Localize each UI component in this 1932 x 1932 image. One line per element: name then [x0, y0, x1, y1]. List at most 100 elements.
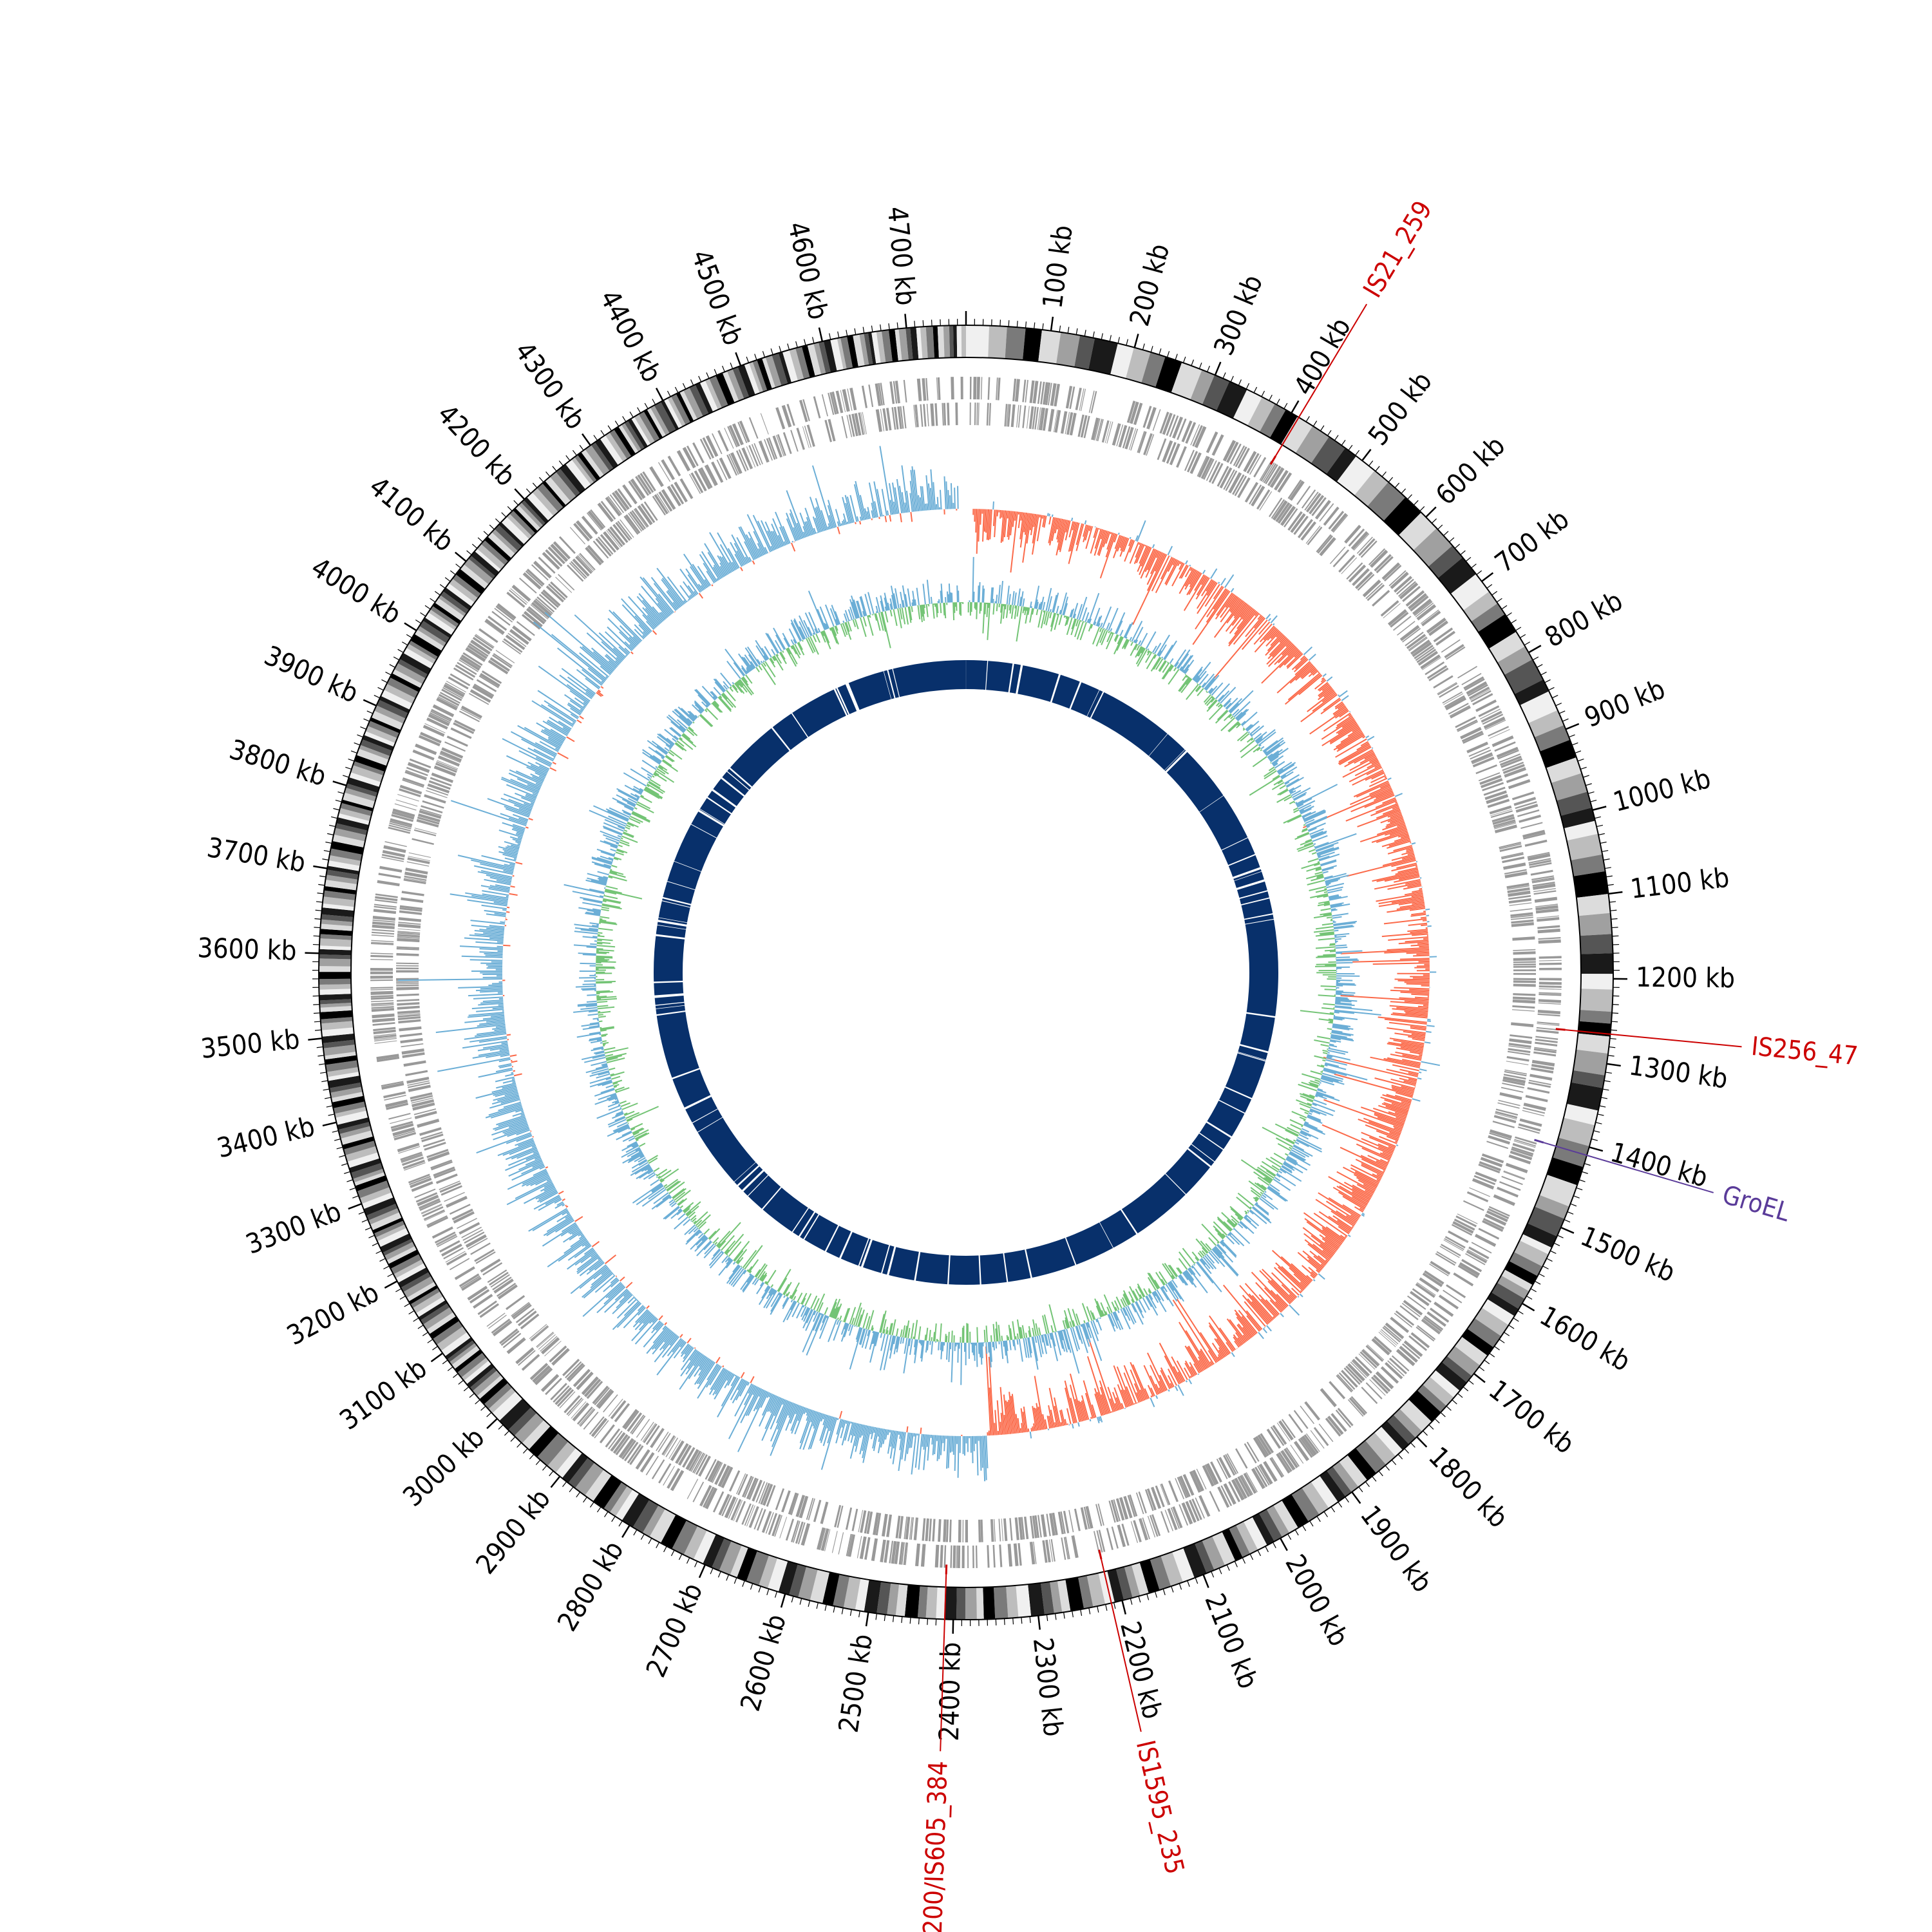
gc-skew-bar — [859, 495, 867, 520]
major-tick — [305, 952, 319, 954]
gc-skew-bar — [545, 1196, 561, 1206]
gc-skew-bar — [1381, 931, 1428, 938]
gene-forward — [753, 1508, 763, 1530]
gc-content-bar — [1088, 618, 1092, 624]
gene-reverse — [1054, 410, 1061, 433]
gene-forward — [1475, 699, 1497, 712]
gene-reverse — [1032, 406, 1037, 430]
gc-skew-bar — [604, 655, 618, 667]
gc-content-bar — [1088, 592, 1100, 623]
minor-tick — [1372, 1476, 1377, 1482]
gene-reverse — [493, 653, 513, 667]
ideogram-band — [424, 612, 455, 636]
gene-forward — [399, 788, 421, 797]
gc-content-bar — [1305, 815, 1327, 826]
gc-content-bar — [1249, 725, 1260, 735]
ideogram-band — [1437, 557, 1476, 594]
gc-skew-bar — [1200, 1349, 1212, 1367]
gene-forward — [572, 1402, 590, 1422]
gene-reverse — [813, 1499, 822, 1522]
gene-reverse — [1004, 404, 1008, 427]
gene-forward — [526, 568, 545, 586]
gene-reverse — [624, 1410, 639, 1430]
gc-content-bar — [1230, 715, 1234, 719]
minor-tick — [471, 544, 478, 549]
gc-skew-bar — [777, 1401, 790, 1430]
gc-skew-bar — [659, 612, 666, 620]
gc-skew-bar — [513, 813, 529, 821]
ideogram-band — [1356, 1440, 1387, 1473]
minor-tick — [795, 341, 798, 348]
gene-forward — [1380, 1366, 1399, 1384]
ideogram-band — [518, 502, 544, 529]
ideogram-band — [1429, 1370, 1460, 1398]
ideogram-band — [393, 1259, 424, 1278]
minor-tick — [345, 766, 352, 770]
gene-forward — [1426, 1311, 1446, 1327]
gc-skew-bar — [828, 515, 834, 529]
ideogram-band — [420, 1303, 450, 1325]
gc-skew-bar — [755, 1390, 766, 1410]
gene-forward — [371, 942, 394, 945]
ideogram-band — [695, 382, 714, 414]
gc-skew-bar — [1363, 1117, 1402, 1133]
gc-content-bar — [1333, 922, 1356, 927]
gc-skew-bar — [746, 514, 767, 554]
gc-skew-bar — [859, 516, 862, 521]
gene-forward — [1531, 877, 1555, 882]
ideogram-band — [1155, 356, 1182, 393]
ideogram-band — [492, 1391, 523, 1421]
gc-skew-bar — [829, 1416, 835, 1432]
gc-skew-bar — [1411, 842, 1416, 845]
gc-skew-bar — [1209, 1361, 1213, 1366]
gc-skew-bar — [511, 1072, 514, 1074]
gene-forward — [397, 793, 419, 802]
gc-skew-bar — [526, 1153, 540, 1160]
gc-skew-bar — [1339, 710, 1349, 718]
gc-skew-bar — [1129, 540, 1135, 553]
gc-skew-bar — [1179, 564, 1188, 579]
gc-skew-bar — [1042, 1414, 1046, 1430]
ideogram-band — [1546, 757, 1582, 783]
gc-skew-bar — [501, 1042, 508, 1045]
gc-skew-bar — [849, 495, 858, 522]
gene-forward — [492, 1320, 513, 1337]
gc-skew-bar — [698, 1361, 714, 1385]
ideogram-band — [1056, 332, 1081, 367]
gene-reverse — [459, 710, 480, 723]
gene-reverse — [848, 414, 855, 437]
gene-reverse — [396, 984, 419, 987]
minor-tick — [1440, 1412, 1446, 1417]
gc-skew-bar — [1264, 1287, 1285, 1310]
gc-skew-bar — [1387, 947, 1430, 951]
gene-reverse — [542, 589, 561, 607]
gc-skew-bar — [996, 1400, 1001, 1435]
ideogram-band — [363, 1197, 397, 1216]
gene-reverse — [478, 675, 499, 688]
gc-skew-bar — [483, 932, 504, 936]
gc-skew-bar — [638, 624, 649, 636]
gc-skew-bar — [634, 1297, 636, 1300]
major-tick — [1351, 1492, 1361, 1504]
gc-skew-bar — [1343, 1166, 1379, 1186]
gc-skew-bar — [846, 497, 855, 523]
gene-forward — [1474, 1233, 1497, 1247]
gene-forward — [1522, 1110, 1544, 1117]
gene-forward — [1385, 1361, 1403, 1379]
ideogram-band — [446, 583, 475, 607]
gc-skew-bar — [1393, 844, 1412, 852]
gene-reverse — [721, 1466, 734, 1488]
gene-forward — [470, 639, 491, 655]
gc-skew-bar — [1081, 1395, 1090, 1420]
gene-forward — [1539, 992, 1562, 994]
ideogram-band — [772, 353, 788, 386]
ideogram-band — [1302, 1481, 1329, 1515]
gene-forward — [1347, 1399, 1364, 1417]
gene-reverse — [1256, 489, 1271, 510]
gc-skew-bar — [528, 817, 533, 821]
gc-content-bar — [1309, 828, 1324, 835]
gc-skew-bar — [767, 1394, 776, 1412]
gc-content-bar — [1075, 619, 1079, 627]
gc-skew-bar — [785, 1403, 797, 1431]
gc-skew-bar — [889, 1430, 896, 1459]
